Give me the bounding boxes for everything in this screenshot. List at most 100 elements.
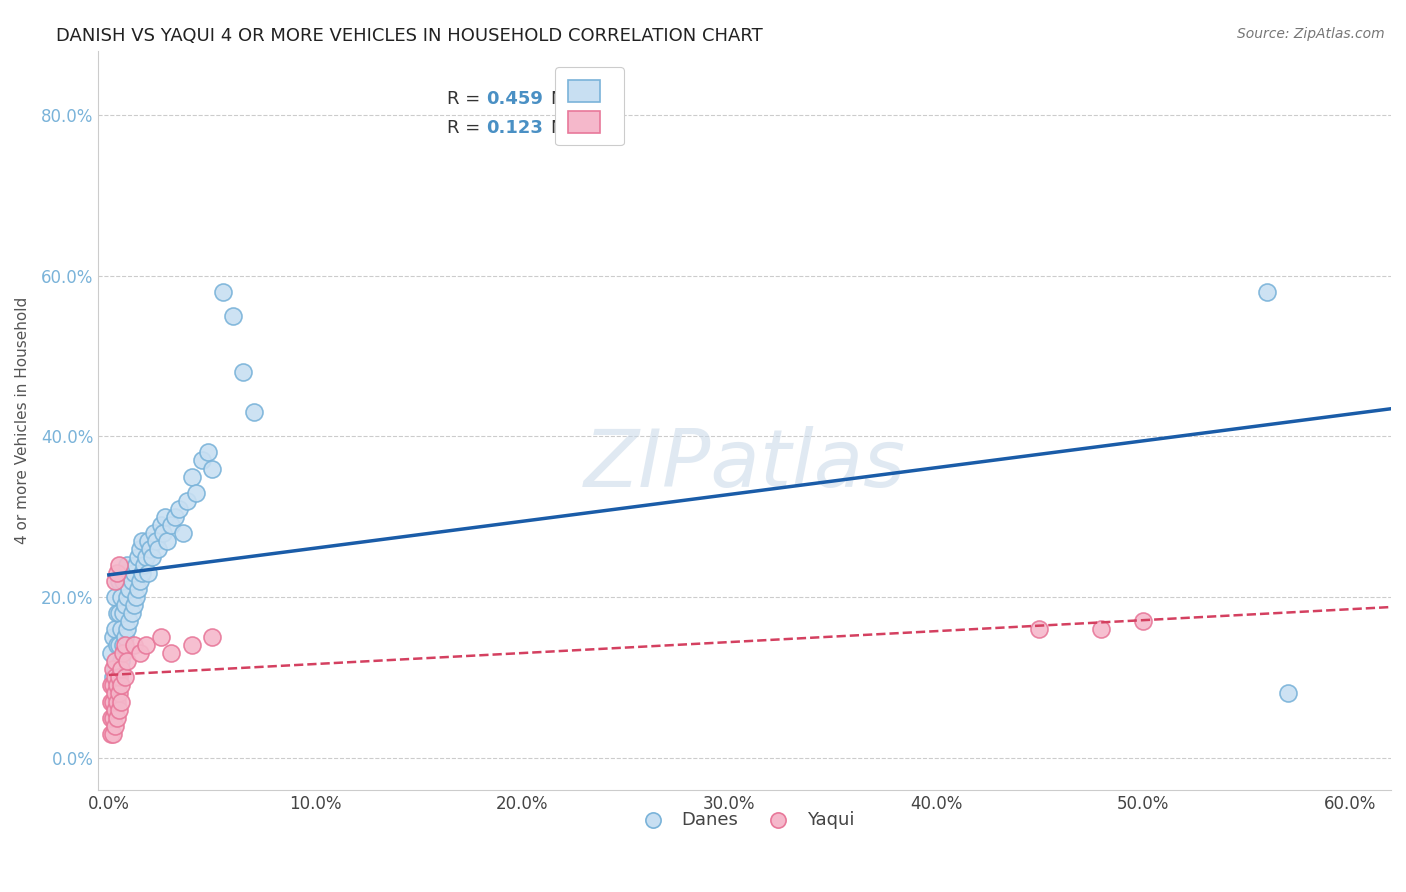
- Point: [101, 694, 124, 708]
- Point: [201, 461, 224, 475]
- Point: [156, 533, 179, 548]
- Point: [105, 678, 128, 692]
- Point: [136, 566, 159, 580]
- Point: [105, 638, 128, 652]
- Point: [114, 630, 136, 644]
- Point: [104, 686, 127, 700]
- Point: [160, 646, 183, 660]
- Point: [163, 509, 186, 524]
- Point: [180, 638, 202, 652]
- Point: [1132, 614, 1154, 628]
- Point: [108, 686, 131, 700]
- Point: [104, 574, 127, 588]
- Point: [100, 710, 122, 724]
- Point: [180, 469, 202, 483]
- Point: [191, 453, 214, 467]
- Point: [104, 718, 127, 732]
- Point: [101, 670, 124, 684]
- Point: [112, 638, 135, 652]
- Point: [149, 517, 172, 532]
- Point: [1256, 285, 1278, 299]
- Point: [197, 445, 219, 459]
- Legend: Danes, Yaqui: Danes, Yaqui: [627, 804, 862, 837]
- Point: [105, 606, 128, 620]
- Text: 0.459: 0.459: [486, 90, 543, 108]
- Point: [101, 630, 124, 644]
- Point: [128, 541, 150, 556]
- Point: [110, 654, 132, 668]
- Point: [201, 630, 224, 644]
- Point: [242, 405, 264, 419]
- Point: [222, 309, 245, 323]
- Point: [139, 541, 162, 556]
- Point: [135, 638, 157, 652]
- Point: [100, 678, 122, 692]
- Point: [117, 622, 139, 636]
- Text: 70: 70: [586, 90, 610, 108]
- Point: [117, 590, 139, 604]
- Point: [104, 590, 127, 604]
- Point: [114, 598, 136, 612]
- Point: [232, 365, 254, 379]
- Text: N =: N =: [551, 90, 591, 108]
- Point: [108, 558, 131, 572]
- Point: [110, 622, 132, 636]
- Point: [149, 630, 172, 644]
- Point: [136, 533, 159, 548]
- Point: [153, 509, 176, 524]
- Point: [122, 598, 145, 612]
- Point: [114, 566, 136, 580]
- Point: [122, 566, 145, 580]
- Point: [125, 590, 148, 604]
- Point: [104, 694, 127, 708]
- Point: [105, 678, 128, 692]
- Point: [128, 574, 150, 588]
- Point: [121, 574, 143, 588]
- Point: [128, 646, 150, 660]
- Text: DANISH VS YAQUI 4 OR MORE VEHICLES IN HOUSEHOLD CORRELATION CHART: DANISH VS YAQUI 4 OR MORE VEHICLES IN HO…: [56, 27, 763, 45]
- Point: [176, 493, 198, 508]
- Point: [131, 566, 153, 580]
- Text: 0.123: 0.123: [486, 120, 543, 137]
- Point: [104, 654, 127, 668]
- Text: N =: N =: [551, 120, 591, 137]
- Point: [104, 662, 127, 676]
- Point: [110, 678, 132, 692]
- Point: [108, 670, 131, 684]
- Point: [108, 638, 131, 652]
- Point: [145, 533, 167, 548]
- Point: [122, 638, 145, 652]
- Point: [127, 582, 149, 596]
- Point: [114, 670, 136, 684]
- Text: R =: R =: [447, 120, 486, 137]
- Point: [108, 574, 131, 588]
- Point: [184, 485, 207, 500]
- Point: [101, 726, 124, 740]
- Point: [112, 574, 135, 588]
- Point: [167, 501, 190, 516]
- Point: [211, 285, 233, 299]
- Point: [112, 606, 135, 620]
- Point: [148, 541, 170, 556]
- Point: [105, 694, 128, 708]
- Point: [105, 566, 128, 580]
- Point: [101, 710, 124, 724]
- Point: [132, 558, 155, 572]
- Point: [101, 678, 124, 692]
- Point: [104, 622, 127, 636]
- Point: [117, 654, 139, 668]
- Point: [143, 525, 166, 540]
- Point: [101, 710, 124, 724]
- Point: [1090, 622, 1112, 636]
- Point: [135, 549, 157, 564]
- Point: [100, 694, 122, 708]
- Point: [152, 525, 174, 540]
- Point: [160, 517, 183, 532]
- Point: [110, 694, 132, 708]
- Point: [108, 606, 131, 620]
- Text: Source: ZipAtlas.com: Source: ZipAtlas.com: [1237, 27, 1385, 41]
- Point: [118, 582, 141, 596]
- Point: [108, 702, 131, 716]
- Point: [110, 590, 132, 604]
- Point: [141, 549, 163, 564]
